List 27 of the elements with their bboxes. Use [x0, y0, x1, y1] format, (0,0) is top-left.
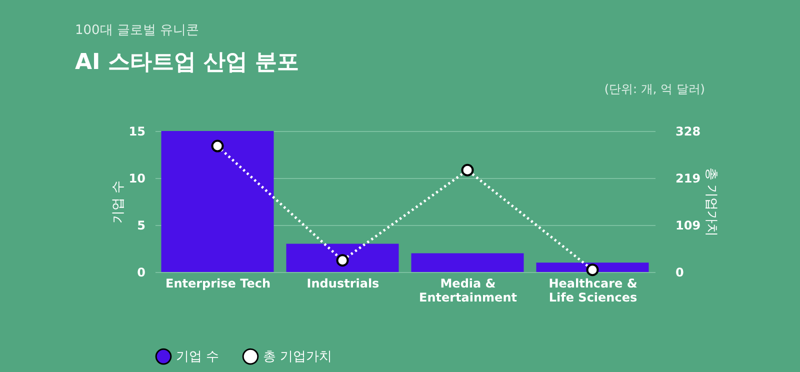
- y-tick-label: 15: [128, 124, 146, 138]
- y2-tick-label: 0: [676, 266, 684, 280]
- bar: [161, 131, 274, 272]
- y2-tick-label: 219: [676, 171, 701, 186]
- x-tick-label: Industrials: [306, 276, 380, 290]
- point: [336, 254, 349, 267]
- y-axis-title: 기업 수: [110, 180, 126, 224]
- point: [461, 164, 474, 176]
- y2-axis-title: 총 기업가치: [704, 167, 719, 237]
- y-tick-label: 0: [137, 266, 146, 280]
- chart-title: AI 스타트업 산업 분포: [75, 50, 300, 75]
- x-tick-label: Healthcare & Life Sciences: [548, 276, 638, 304]
- legend-label: 기업 수: [176, 350, 220, 365]
- x-tick-label: Media & Entertainment: [419, 276, 518, 304]
- y-tick-label: 5: [137, 218, 146, 232]
- point: [211, 140, 224, 152]
- y2-tick-label: 109: [676, 218, 701, 233]
- chart-subtitle: 100대 글로벌 유니콘: [75, 23, 200, 38]
- y-tick-label: 10: [128, 172, 146, 186]
- x-tick-label: Enterprise Tech: [166, 276, 270, 290]
- point: [586, 264, 599, 276]
- bar: [411, 253, 524, 272]
- text: (단위: 개, 억 달러): [604, 82, 705, 96]
- bar: [286, 244, 399, 272]
- legend-label: 총 기업가치: [263, 350, 332, 365]
- bar: [536, 262, 649, 272]
- y2-tick-label: 328: [676, 124, 701, 138]
